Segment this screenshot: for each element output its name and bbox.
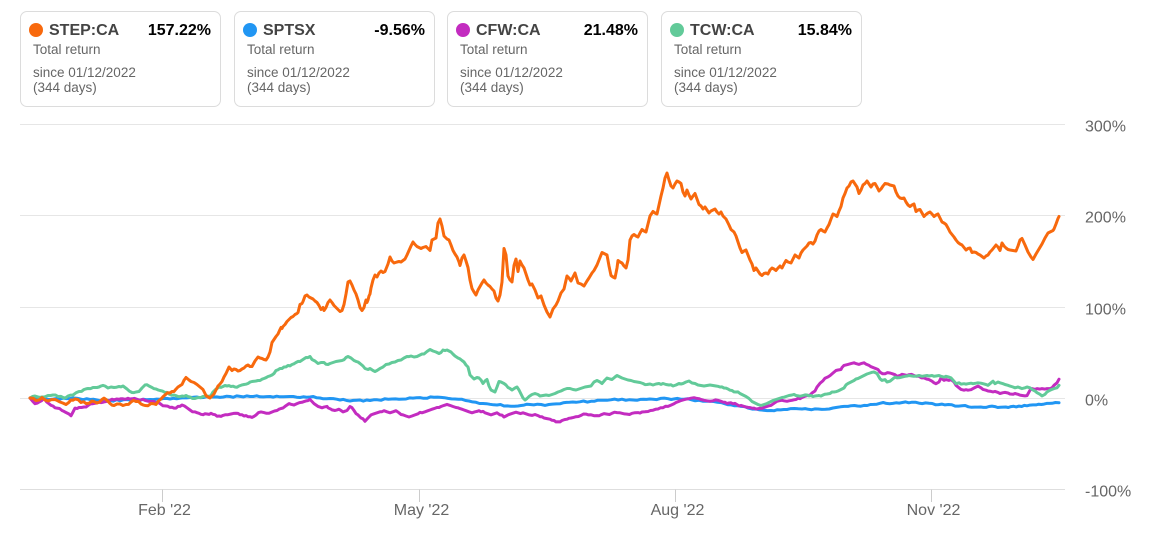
svg-text:May '22: May '22 — [394, 502, 450, 519]
svg-text:100%: 100% — [1085, 302, 1126, 319]
svg-text:0%: 0% — [1085, 393, 1108, 410]
svg-text:Feb '22: Feb '22 — [138, 502, 191, 519]
svg-text:-100%: -100% — [1085, 484, 1131, 501]
svg-text:200%: 200% — [1085, 210, 1126, 227]
svg-text:Aug '22: Aug '22 — [651, 502, 705, 519]
svg-text:Nov '22: Nov '22 — [907, 502, 961, 519]
svg-text:300%: 300% — [1085, 119, 1126, 136]
